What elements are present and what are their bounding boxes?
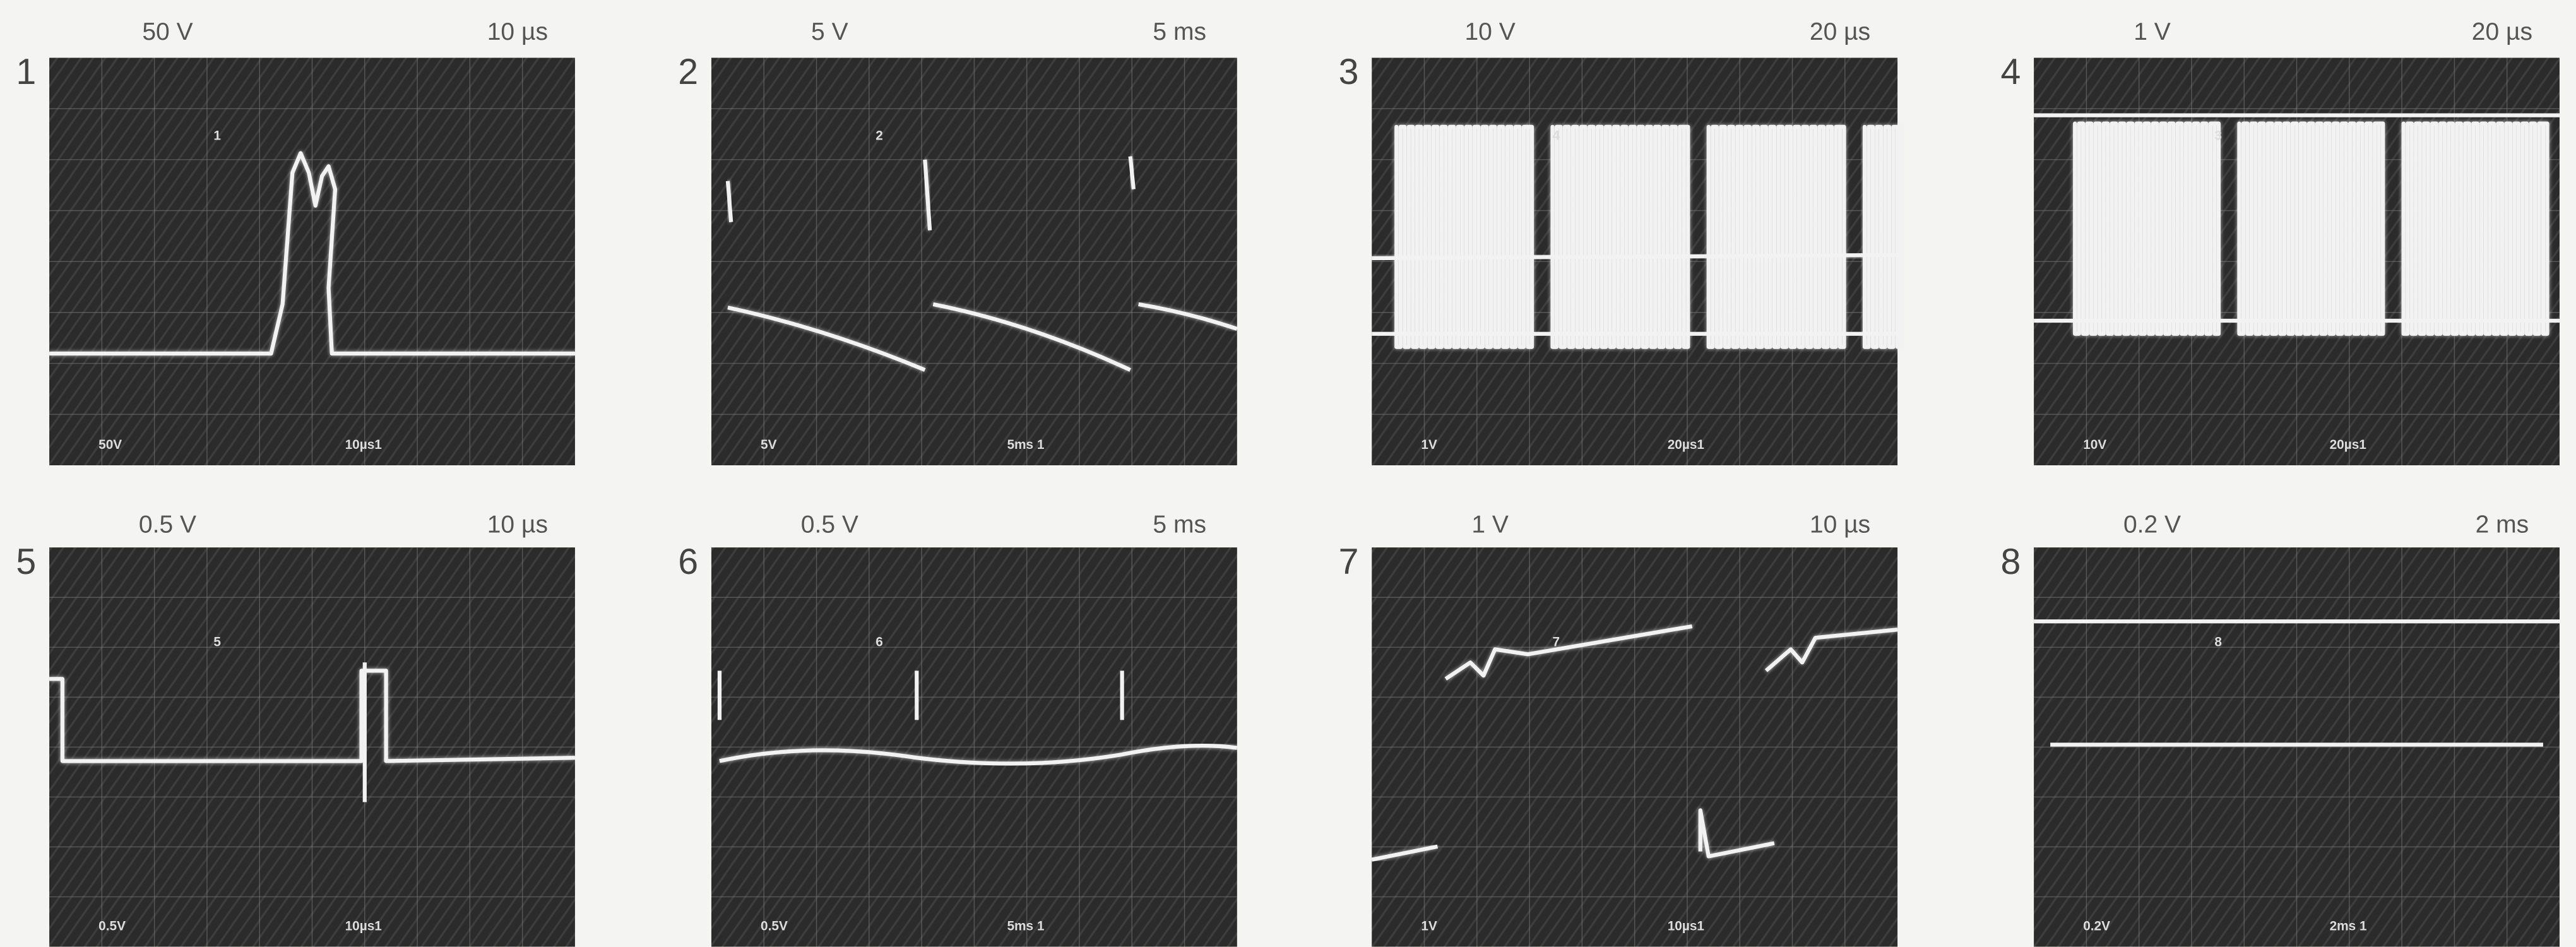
trace-marker: 2 xyxy=(875,129,883,143)
panel-number: 6 xyxy=(678,542,698,582)
trace xyxy=(923,159,932,231)
trace xyxy=(725,181,733,223)
panel-number: 7 xyxy=(1339,542,1359,582)
time-per-div: 2 ms xyxy=(2476,511,2529,539)
scale-right: 5ms 1 xyxy=(1007,438,1044,452)
panel-number: 8 xyxy=(2000,542,2021,582)
volts-per-div: 1 V xyxy=(1471,511,1509,539)
trace-marker: 7 xyxy=(1553,634,1560,649)
trace xyxy=(1706,124,1846,349)
trace xyxy=(2401,121,2549,336)
time-per-div: 10 µs xyxy=(487,511,548,539)
trace-group xyxy=(2034,113,2560,336)
time-per-div: 5 ms xyxy=(1153,18,1206,45)
scope-panel: 7 1 V 10 µs 7 1V 10µs1 xyxy=(1339,511,1898,947)
trace-group xyxy=(717,670,1238,766)
scope-panel: 5 0.5 V 10 µs 5 0.5V 10µs1 xyxy=(16,511,575,947)
scope-panel: 1 50 V 10 µs 1 50V 10µs1 xyxy=(16,18,575,465)
trace xyxy=(1862,124,1904,349)
trace-group xyxy=(49,662,575,802)
scale-right: 2ms 1 xyxy=(2330,919,2367,934)
volts-per-div: 10 V xyxy=(1464,18,1515,45)
trace xyxy=(1764,628,1898,672)
scale-left: 1V xyxy=(1421,438,1437,452)
trace-group xyxy=(2034,619,2560,747)
scale-right: 20µs1 xyxy=(1668,438,1704,452)
volts-per-div: 5 V xyxy=(811,18,848,45)
trace-marker: 6 xyxy=(875,634,883,649)
panel-number: 4 xyxy=(2000,52,2021,92)
trace-group xyxy=(725,156,1238,372)
trace xyxy=(1550,124,1690,349)
trace-group xyxy=(1371,624,1898,862)
trace xyxy=(1128,156,1136,190)
scale-right: 10µs1 xyxy=(1668,919,1704,934)
trace-group xyxy=(1372,124,1904,349)
scale-left: 0.5V xyxy=(98,919,126,934)
scope-panel: 6 0.5 V 5 ms 6 0.5V 5ms 1 xyxy=(678,511,1238,947)
time-per-div: 20 µs xyxy=(1810,18,1870,45)
panel-number: 1 xyxy=(16,52,36,92)
scale-right: 20µs1 xyxy=(2330,438,2366,452)
trace xyxy=(49,669,575,763)
panel-number: 5 xyxy=(16,542,36,582)
trace xyxy=(1698,808,1775,859)
trace xyxy=(49,151,575,356)
volts-per-div: 50 V xyxy=(142,18,193,45)
trace xyxy=(727,306,926,372)
trace xyxy=(1372,253,1898,261)
scale-right: 10µs1 xyxy=(345,438,382,452)
trace xyxy=(1371,844,1438,862)
trace-marker: 8 xyxy=(2214,634,2222,649)
scope-panel: 3 10 V 20 µs 4 1V 20µs1 xyxy=(1339,18,1904,465)
trace xyxy=(2073,121,2221,336)
trace xyxy=(2237,121,2385,336)
time-per-div: 20 µs xyxy=(2472,18,2532,45)
trace-marker: 3 xyxy=(2214,129,2222,143)
panel-number: 2 xyxy=(678,52,698,92)
trace xyxy=(719,744,1238,766)
scale-left: 0.5V xyxy=(761,919,788,934)
scope-panel: 4 1 V 20 µs 3 10V 20µs1 xyxy=(2000,18,2560,465)
trace-marker: 5 xyxy=(213,634,221,649)
time-per-div: 10 µs xyxy=(1810,511,1870,539)
trace xyxy=(932,302,1131,372)
scale-left: 0.2V xyxy=(2083,919,2110,934)
panel-number: 3 xyxy=(1339,52,1359,92)
scale-right: 5ms 1 xyxy=(1007,919,1044,934)
scope-panel: 8 0.2 V 2 ms 8 0.2V 2ms 1 xyxy=(2000,511,2560,947)
scale-left: 1V xyxy=(1421,919,1437,934)
scope-panel: 2 5 V 5 ms 2 5V 5ms 1 xyxy=(678,18,1238,465)
volts-per-div: 0.2 V xyxy=(2123,511,2181,539)
trace-group xyxy=(49,151,575,356)
scale-left: 50V xyxy=(98,438,122,452)
scale-right: 10µs1 xyxy=(345,919,382,934)
volts-per-div: 1 V xyxy=(2134,18,2171,45)
trace xyxy=(1394,124,1534,349)
time-per-div: 5 ms xyxy=(1153,511,1206,539)
scale-left: 5V xyxy=(761,438,777,452)
volts-per-div: 0.5 V xyxy=(139,511,196,539)
trace-marker: 4 xyxy=(1553,129,1560,143)
trace xyxy=(1444,624,1693,681)
volts-per-div: 0.5 V xyxy=(801,511,858,539)
scale-left: 10V xyxy=(2083,438,2106,452)
trace-marker: 1 xyxy=(213,129,221,143)
trace xyxy=(1138,302,1238,331)
time-per-div: 10 µs xyxy=(487,18,548,45)
